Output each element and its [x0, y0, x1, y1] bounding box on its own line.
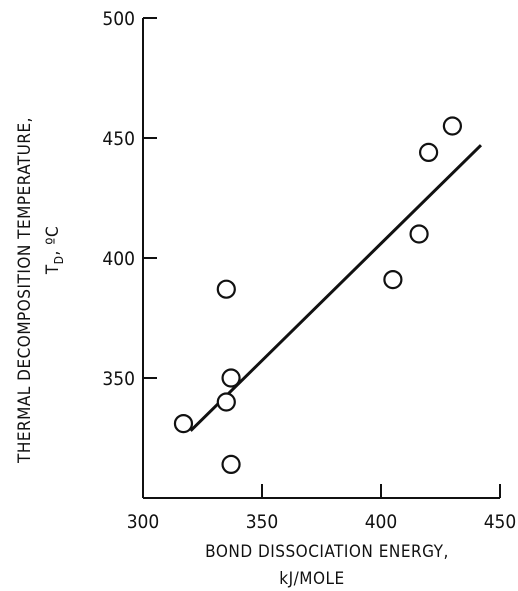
axis-ticks: 300 350 400 450 350 400 450 500: [102, 8, 516, 533]
x-axis-label-line1: BOND DISSOCIATION ENERGY,: [205, 542, 449, 562]
y-tick-label: 450: [102, 128, 135, 150]
data-point: [173, 414, 194, 434]
x-tick-label: 300: [127, 511, 160, 533]
data-point: [383, 270, 403, 290]
y-axis-label: THERMAL DECOMPOSITION TEMPERATURE, TD, º…: [15, 117, 66, 464]
x-tick-label: 450: [484, 511, 517, 533]
data-points: [173, 116, 462, 474]
y-axis-label-line1: THERMAL DECOMPOSITION TEMPERATURE,: [15, 117, 35, 464]
y-axis-label-line2: TD, ºC: [43, 226, 66, 275]
x-tick-label: 350: [246, 511, 279, 533]
y-axis-unit: , ºC: [43, 226, 63, 256]
y-tick-label: 350: [102, 368, 135, 390]
data-point: [216, 279, 236, 299]
data-point: [442, 116, 462, 136]
x-axis-label-line2: kJ/MOLE: [279, 569, 344, 589]
data-point: [216, 392, 236, 412]
y-tick-label: 500: [102, 8, 135, 30]
data-point: [221, 368, 241, 388]
data-point: [221, 454, 241, 474]
data-point: [409, 224, 429, 244]
y-axis-subscript: D: [52, 255, 66, 264]
x-tick-label: 400: [365, 511, 398, 533]
data-point: [419, 142, 439, 162]
y-axis-symbol: T: [43, 264, 63, 275]
y-tick-label: 400: [102, 248, 135, 270]
